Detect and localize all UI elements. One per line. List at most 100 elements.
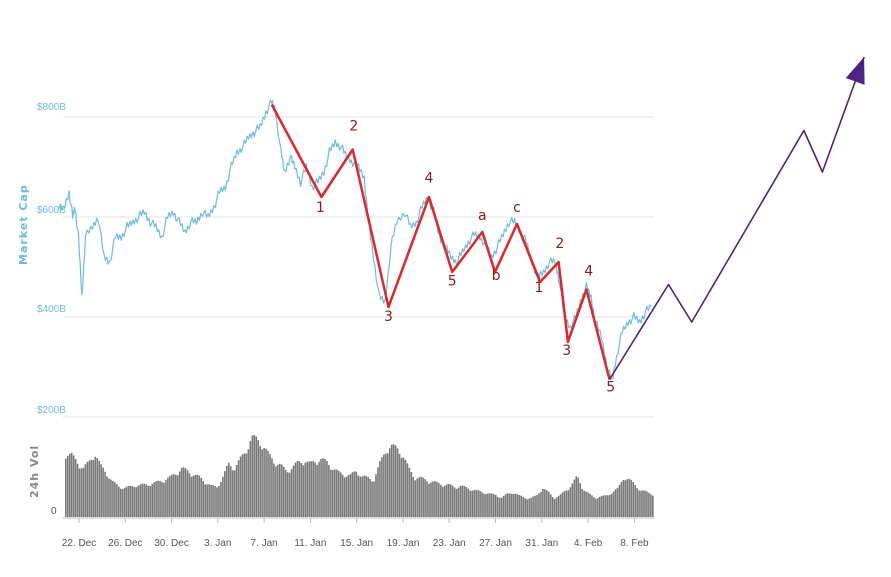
volume-bar	[265, 448, 267, 517]
volume-bar	[392, 444, 395, 517]
volume-bar	[165, 480, 167, 517]
volume-bar	[68, 453, 71, 517]
volume-bar	[420, 476, 422, 517]
volume-bar	[282, 466, 285, 517]
volume-bar	[118, 486, 120, 517]
volume-bar	[220, 481, 222, 517]
volume-bar	[322, 458, 324, 517]
volume-bar	[296, 460, 299, 517]
volume-bar	[66, 455, 69, 517]
volume-bar	[469, 490, 472, 517]
volume-bar	[424, 479, 426, 517]
volume-bar	[125, 486, 128, 517]
wave-label: 4	[425, 171, 434, 187]
volume-bar	[273, 463, 275, 517]
volume-bar	[622, 480, 625, 517]
y-axis-title: Market Cap	[17, 184, 30, 265]
volume-bar	[375, 474, 377, 517]
volume-bar	[218, 485, 220, 517]
volume-bar	[493, 493, 495, 517]
volume-bar	[90, 459, 93, 517]
volume-bar	[112, 481, 114, 517]
volume-bar	[606, 495, 609, 517]
volume-bar	[72, 455, 75, 517]
wave-label: 1	[535, 280, 544, 296]
volume-bar	[369, 479, 371, 517]
volume-bar	[561, 492, 564, 517]
volume-bar	[78, 468, 81, 517]
volume-bar	[110, 479, 112, 517]
volume-bar	[438, 483, 440, 517]
volume-bar	[129, 485, 132, 517]
volume-bar	[208, 484, 210, 517]
volume-bar	[243, 453, 246, 517]
volume-bar	[398, 453, 401, 517]
volume-bar	[255, 436, 258, 517]
volume-bar	[288, 472, 291, 517]
volume-bar	[182, 467, 185, 517]
volume-bar	[235, 465, 238, 517]
volume-bar	[202, 480, 205, 517]
volume-bar	[314, 462, 316, 517]
volume-bar	[518, 494, 521, 517]
volume-bar	[245, 453, 248, 517]
volume-bar	[332, 469, 334, 517]
volume-bar	[483, 493, 485, 517]
volume-bar	[614, 489, 617, 517]
volume-bar	[104, 471, 106, 517]
volume-bar	[648, 492, 650, 517]
volume-bar	[475, 489, 477, 517]
volume-bar	[528, 498, 530, 517]
volume-bar	[335, 469, 338, 517]
volume-bar	[263, 448, 265, 517]
volume-bar	[408, 467, 411, 517]
volume-bar	[367, 477, 369, 517]
volume-bar	[650, 494, 652, 517]
volume-bar	[324, 458, 326, 517]
volume-bar	[638, 490, 640, 517]
volume-bar	[540, 491, 542, 517]
volume-bar	[600, 495, 603, 517]
volume-bar	[532, 496, 534, 517]
volume-bar	[571, 483, 574, 517]
volume-bar	[316, 464, 318, 517]
volume-bar	[267, 450, 269, 517]
volume-bar	[544, 489, 546, 517]
elliott-wave-line	[270, 103, 611, 380]
volume-bar	[204, 484, 206, 517]
volume-bar	[341, 474, 344, 517]
volume-bar	[402, 457, 405, 517]
volume-bar	[553, 499, 556, 517]
volume-bar	[557, 495, 560, 517]
volume-bar	[491, 493, 493, 517]
volume-bar	[400, 457, 403, 517]
wave-labels: 1 2 3 4 5 a b c 1 2 3 4 5	[316, 119, 615, 396]
volume-bar	[534, 495, 536, 517]
volume-bar	[192, 475, 195, 517]
volume-bar	[355, 471, 358, 517]
volume-bar	[477, 490, 479, 517]
volume-bar	[102, 467, 104, 517]
series-lines	[57, 56, 865, 380]
volume-bar	[485, 494, 487, 517]
volume-bar	[602, 495, 605, 517]
volume-bar	[404, 459, 407, 517]
volume-bar	[251, 435, 254, 517]
volume-bar	[188, 473, 191, 517]
volume-bar	[620, 482, 623, 517]
volume-bar	[583, 490, 585, 517]
x-tick-label: 26. Dec	[108, 538, 142, 549]
volume-bar	[371, 481, 373, 517]
volume-bar	[589, 493, 591, 517]
volume-bar	[473, 490, 475, 517]
y-tick-label: $400B	[37, 304, 66, 315]
volume-bar	[76, 463, 79, 517]
volume-bar	[373, 481, 375, 517]
volume-bar	[487, 493, 489, 517]
volume-bar	[233, 470, 236, 517]
volume-bar	[86, 461, 89, 517]
volume-bar	[451, 485, 454, 517]
volume-bar	[147, 485, 150, 517]
volume-bar	[65, 458, 67, 517]
